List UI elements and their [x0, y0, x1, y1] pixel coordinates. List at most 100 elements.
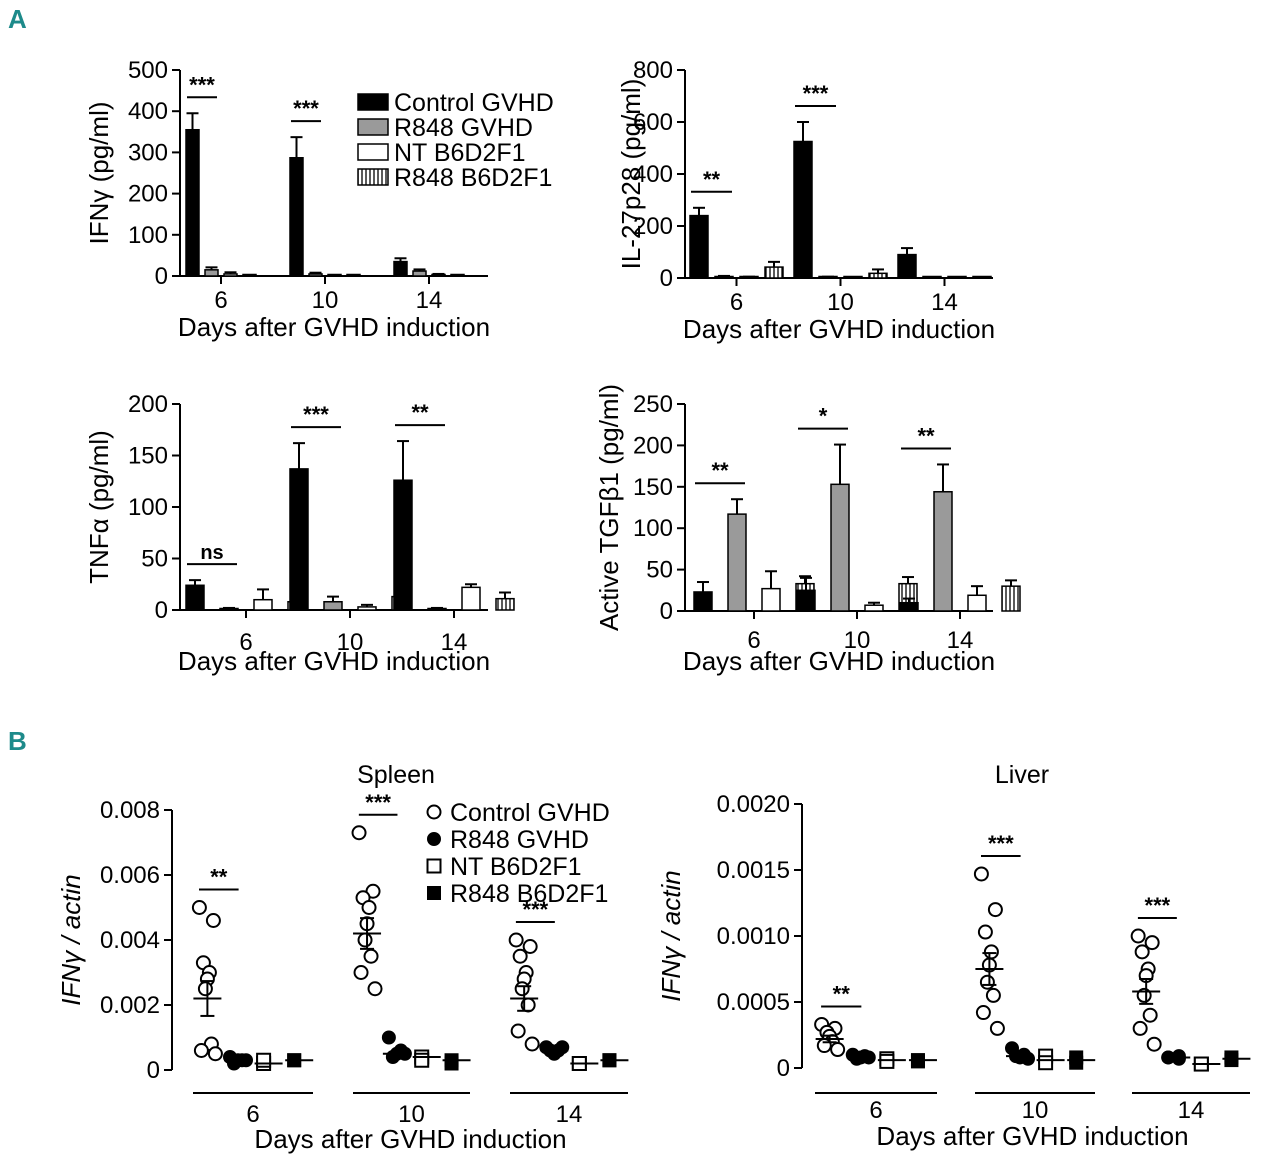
- x-tick-label: 6: [246, 1101, 259, 1128]
- significance-label: ***: [365, 790, 391, 815]
- significance-label: **: [210, 865, 228, 890]
- y-tick-label: 400: [633, 161, 673, 188]
- data-point-control-gvhd: [989, 1020, 1005, 1036]
- data-point-r848-gvhd: [227, 1056, 241, 1071]
- data-point-control-gvhd: [1132, 1020, 1148, 1036]
- y-tick-label: 0.0010: [717, 923, 790, 950]
- x-tick-label: 14: [1178, 1097, 1205, 1124]
- data-point-r848-b6d2f1: [910, 1054, 925, 1069]
- bar-control-gvhd: [185, 584, 205, 611]
- y-tick-label: 200: [633, 213, 673, 240]
- bar-r848-b6d2f1: [242, 273, 257, 277]
- data-point-r848-gvhd: [1021, 1051, 1035, 1066]
- x-tick-label: 14: [947, 627, 974, 654]
- y-tick-label: 50: [141, 546, 168, 573]
- legend-marker-nt-b6d2f1: [426, 858, 442, 874]
- x-tick-label: 6: [730, 289, 743, 316]
- legend-marker-control-gvhd: [426, 804, 442, 820]
- chart-title: Liver: [995, 761, 1049, 789]
- data-point-r848-gvhd: [385, 1050, 400, 1064]
- bar-nt-b6d2f1: [843, 275, 863, 279]
- x-axis-label: Days after GVHD induction: [683, 646, 995, 676]
- x-tick-label: 6: [214, 287, 227, 314]
- x-tick-label: 10: [844, 627, 871, 654]
- legend-label: R848 GVHD: [394, 114, 533, 142]
- x-axis-label: Days after GVHD induction: [178, 312, 490, 342]
- y-tick-label: 300: [128, 139, 168, 166]
- bar-control-gvhd: [393, 479, 413, 611]
- bar-nt-b6d2f1: [253, 598, 273, 611]
- significance-label: **: [711, 458, 729, 483]
- x-tick-label: 10: [337, 629, 364, 656]
- bar-r848-gvhd: [714, 275, 734, 279]
- x-tick-label: 10: [312, 287, 339, 314]
- chart-title: Spleen: [357, 761, 435, 789]
- bar-r848-gvhd: [323, 601, 343, 611]
- y-tick-label: 100: [633, 515, 673, 542]
- y-axis-label: IL-27p28 (pg/ml): [616, 79, 646, 270]
- bar-nt-b6d2f1: [223, 273, 238, 277]
- data-point-r848-b6d2f1: [1069, 1055, 1084, 1070]
- y-tick-label: 0: [155, 597, 168, 624]
- data-point-control-gvhd: [973, 866, 989, 882]
- significance-label: ***: [189, 72, 215, 97]
- data-point-control-gvhd: [1146, 1036, 1162, 1052]
- y-tick-label: 0: [155, 263, 168, 290]
- bar-control-gvhd: [289, 468, 309, 611]
- bar-nt-b6d2f1: [461, 586, 481, 611]
- bar-r848-gvhd: [427, 607, 447, 611]
- x-tick-label: 14: [441, 629, 468, 656]
- legend-swatch-r848-b6d2f1: [357, 168, 389, 186]
- y-tick-label: 0.0020: [717, 791, 790, 818]
- y-tick-label: 0: [660, 265, 673, 292]
- legend-label: Control GVHD: [450, 799, 610, 827]
- bar-r848-b6d2f1: [450, 273, 465, 277]
- data-point-control-gvhd: [1130, 928, 1146, 944]
- data-point-control-gvhd: [979, 974, 995, 990]
- data-point-control-gvhd: [524, 1036, 540, 1052]
- x-tick-label: 10: [398, 1101, 425, 1128]
- y-tick-label: 400: [128, 98, 168, 125]
- data-point-control-gvhd: [353, 965, 369, 980]
- data-point-control-gvhd: [207, 1046, 223, 1062]
- data-point-nt-b6d2f1: [256, 1052, 272, 1068]
- bar-nt-b6d2f1: [761, 587, 781, 612]
- bar-control-gvhd: [185, 128, 200, 277]
- y-tick-label: 50: [646, 557, 673, 584]
- significance-label: **: [411, 400, 429, 425]
- y-tick-label: 800: [633, 57, 673, 84]
- data-point-nt-b6d2f1: [414, 1052, 430, 1068]
- y-tick-label: 100: [128, 222, 168, 249]
- significance-label: *: [819, 404, 828, 429]
- y-tick-label: 0: [660, 598, 673, 625]
- y-axis-label: TNFα (pg/ml): [84, 430, 114, 584]
- legend-label: R848 B6D2F1: [450, 880, 608, 908]
- bar-r848-gvhd: [412, 270, 427, 277]
- bar-nt-b6d2f1: [864, 604, 884, 612]
- data-point-control-gvhd: [193, 1043, 209, 1058]
- y-tick-label: 500: [128, 57, 168, 84]
- legend-label: R848 GVHD: [450, 826, 589, 854]
- data-point-control-gvhd: [975, 1005, 991, 1021]
- data-point-control-gvhd: [512, 948, 528, 964]
- bar-r848-gvhd: [219, 607, 239, 611]
- significance-label: ***: [293, 96, 319, 121]
- data-point-control-gvhd: [977, 924, 993, 940]
- data-point-control-gvhd: [351, 825, 367, 841]
- legend-swatch-r848-gvhd: [357, 118, 389, 136]
- x-axis-label: Days after GVHD induction: [683, 314, 995, 344]
- data-point-control-gvhd: [514, 981, 530, 997]
- x-tick-label: 14: [931, 289, 958, 316]
- bar-r848-gvhd: [922, 275, 942, 279]
- legend-swatch-nt-b6d2f1: [357, 143, 389, 161]
- significance-label: ***: [1145, 893, 1171, 918]
- y-axis-label: Active TGFβ1 (pg/ml): [594, 384, 624, 631]
- data-point-control-gvhd: [830, 1042, 846, 1058]
- significance-label: ***: [803, 81, 829, 106]
- data-point-control-gvhd: [205, 913, 221, 928]
- bar-r848-gvhd: [308, 273, 323, 277]
- panel-label-a: A: [8, 4, 27, 34]
- y-tick-label: 150: [128, 443, 168, 470]
- legend-label: NT B6D2F1: [394, 139, 526, 167]
- significance-label: **: [703, 167, 721, 192]
